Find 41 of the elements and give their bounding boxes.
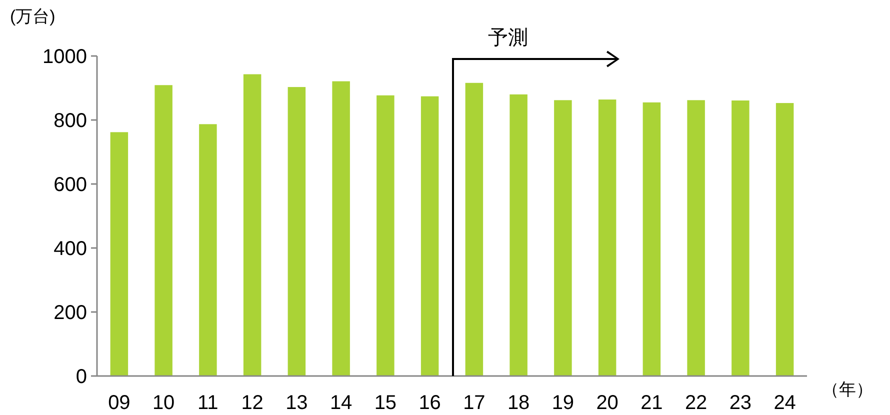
x-tick-label: 13 — [286, 392, 308, 414]
bar — [465, 82, 484, 376]
x-tick-label: 21 — [640, 392, 663, 414]
x-tick-label: 19 — [552, 392, 574, 414]
x-tick-label: 18 — [507, 392, 530, 414]
y-tick-label: 400 — [54, 238, 87, 260]
y-tick-label: 200 — [54, 302, 87, 324]
y-axis-title: (万台) — [10, 7, 56, 26]
bar — [510, 94, 528, 376]
x-tick-label: 14 — [330, 392, 352, 414]
y-tick-label: 600 — [54, 174, 87, 196]
bar — [642, 102, 661, 376]
bar — [288, 87, 306, 376]
text: 予測 — [488, 27, 528, 49]
x-tick-label: 23 — [729, 392, 752, 414]
bar — [554, 100, 572, 376]
x-tick-label: 22 — [684, 392, 708, 414]
bar — [776, 103, 794, 376]
y-tick-label: 800 — [54, 110, 87, 132]
x-tick-label: 15 — [374, 392, 397, 414]
x-tick-label: 20 — [596, 392, 618, 414]
x-tick-label: 16 — [418, 392, 441, 414]
x-axis-title: （年） — [822, 380, 873, 399]
x-tick-label: 11 — [198, 392, 218, 414]
bar — [199, 124, 217, 376]
x-tick-label: 24 — [774, 392, 796, 414]
bar — [376, 95, 394, 376]
y-tick-label: 0 — [76, 366, 87, 388]
bar — [243, 74, 262, 376]
bar — [687, 100, 705, 376]
x-tick-label: 12 — [241, 392, 264, 414]
x-tick-label: 10 — [152, 392, 175, 414]
bar — [732, 100, 750, 376]
bar — [110, 132, 128, 376]
x-tick-label: 09 — [108, 392, 130, 414]
y-tick-label: 1000 — [42, 46, 87, 68]
bar — [332, 81, 350, 376]
bar — [598, 100, 616, 376]
bar — [154, 85, 172, 376]
x-tick-label: 17 — [463, 392, 486, 414]
bar — [420, 96, 439, 376]
